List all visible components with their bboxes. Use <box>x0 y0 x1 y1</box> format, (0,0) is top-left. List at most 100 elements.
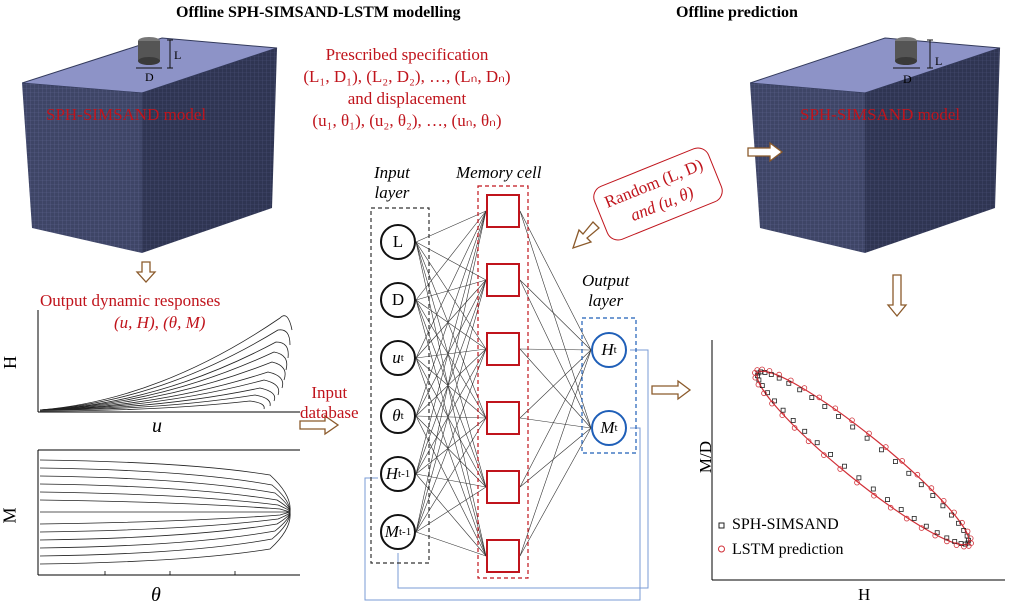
lstm-data-point <box>837 466 844 472</box>
sph-data-point <box>850 424 856 430</box>
lstm-data-point <box>849 417 855 424</box>
connection-line <box>415 415 487 557</box>
legend-marker-lstm <box>718 545 725 553</box>
connection-line <box>415 348 487 417</box>
down-arrow-left <box>135 261 157 283</box>
connection-line <box>519 427 592 557</box>
random-box-arrow <box>571 221 600 250</box>
lstm-data-point <box>918 525 925 531</box>
connection-line <box>519 348 592 429</box>
bottom-plot-xlabel: θ <box>151 584 161 606</box>
sph-data-point <box>923 523 929 529</box>
sph-data-point <box>906 470 912 476</box>
connection-line <box>415 415 487 419</box>
right-section-title: Offline prediction <box>676 4 798 21</box>
memory-cell <box>486 332 520 366</box>
right-arrow-top <box>747 141 784 163</box>
connection-line <box>415 348 487 359</box>
sph-data-point <box>965 540 971 546</box>
sph-data-point <box>842 463 847 469</box>
connection-line <box>415 417 487 533</box>
connection-line <box>415 279 487 417</box>
sph-data-point <box>918 482 924 488</box>
connection-line <box>415 210 487 417</box>
input-node-label: D <box>391 290 405 309</box>
model-dim-d-right: D <box>903 72 912 86</box>
model-dim-l-right: L <box>935 54 943 68</box>
lstm-data-point <box>866 430 872 437</box>
sph-data-point <box>765 390 770 396</box>
memory-cell <box>486 539 520 573</box>
input-database-label: Input database <box>300 383 359 423</box>
input-node-label: u <box>392 348 401 367</box>
legend-sph: SPH-SIMSAND <box>732 516 839 533</box>
lstm-data-point <box>928 485 935 491</box>
model-label-right: SPH-SIMSAND model <box>800 105 961 124</box>
responses-line-2: (u, H), (θ, M) <box>114 313 206 332</box>
model-dim-l-left: L <box>174 48 182 62</box>
connection-line <box>415 473 487 557</box>
connection-line <box>415 241 487 488</box>
sph-data-point <box>885 497 890 503</box>
connection-line <box>415 531 487 557</box>
spec-line-4: (u₁, θ₁), (u₂, θ₂), …, (uₙ, θₙ) <box>312 111 502 130</box>
lstm-data-point <box>821 452 827 458</box>
lstm-data-point <box>944 538 950 545</box>
connection-line <box>415 357 487 488</box>
sph-data-point <box>802 428 808 434</box>
sph-data-point <box>870 486 876 492</box>
connection-line <box>415 417 487 475</box>
lstm-data-point <box>883 444 889 450</box>
sph-data-point <box>828 452 834 457</box>
lstm-data-point <box>755 381 762 388</box>
lstm-data-point <box>932 532 939 539</box>
input-node-sup: t-1 <box>398 526 412 538</box>
model-label-left: SPH-SIMSAND model <box>46 105 207 124</box>
down-arrow-right <box>886 274 908 318</box>
sph-model-right <box>750 37 1001 253</box>
input-node-label: H <box>385 464 399 483</box>
connection-line <box>415 241 487 281</box>
lstm-data-point <box>871 492 877 499</box>
sph-data-point <box>814 440 820 446</box>
connection-line <box>519 349 592 419</box>
lstm-data-point <box>779 412 786 418</box>
sph-data-point <box>944 535 950 541</box>
responses-line-1: Output dynamic responses <box>40 291 221 310</box>
sph-data-point <box>790 418 796 423</box>
connection-line <box>415 415 487 488</box>
response-plots <box>37 310 300 576</box>
connection-line <box>519 279 592 351</box>
connection-line <box>415 279 487 475</box>
connection-line <box>415 348 487 475</box>
connection-line <box>519 210 592 429</box>
connection-line <box>415 299 487 350</box>
connection-line <box>415 299 487 557</box>
connection-line <box>415 279 487 533</box>
spec-line-2: (L₁, D₁), (L₂, D₂), …, (Lₙ, Dₙ) <box>303 67 511 86</box>
input-database-line-2: database <box>300 403 359 422</box>
legend-lstm: LSTM prediction <box>732 541 844 558</box>
output-node-label: H <box>601 340 614 359</box>
connection-line <box>415 210 487 533</box>
connection-line <box>415 241 487 419</box>
input-layer-label: Input layer <box>374 163 410 203</box>
sph-data-point <box>755 370 761 376</box>
connection-line <box>519 427 592 488</box>
lstm-data-point <box>791 425 798 431</box>
lstm-data-point <box>959 519 965 526</box>
sph-data-point <box>822 404 828 409</box>
memory-cell <box>486 263 520 297</box>
input-database-line-1: Input <box>311 383 348 402</box>
input-node-label: L <box>392 232 404 251</box>
connection-line <box>415 279 487 301</box>
lstm-data-point <box>914 471 921 478</box>
